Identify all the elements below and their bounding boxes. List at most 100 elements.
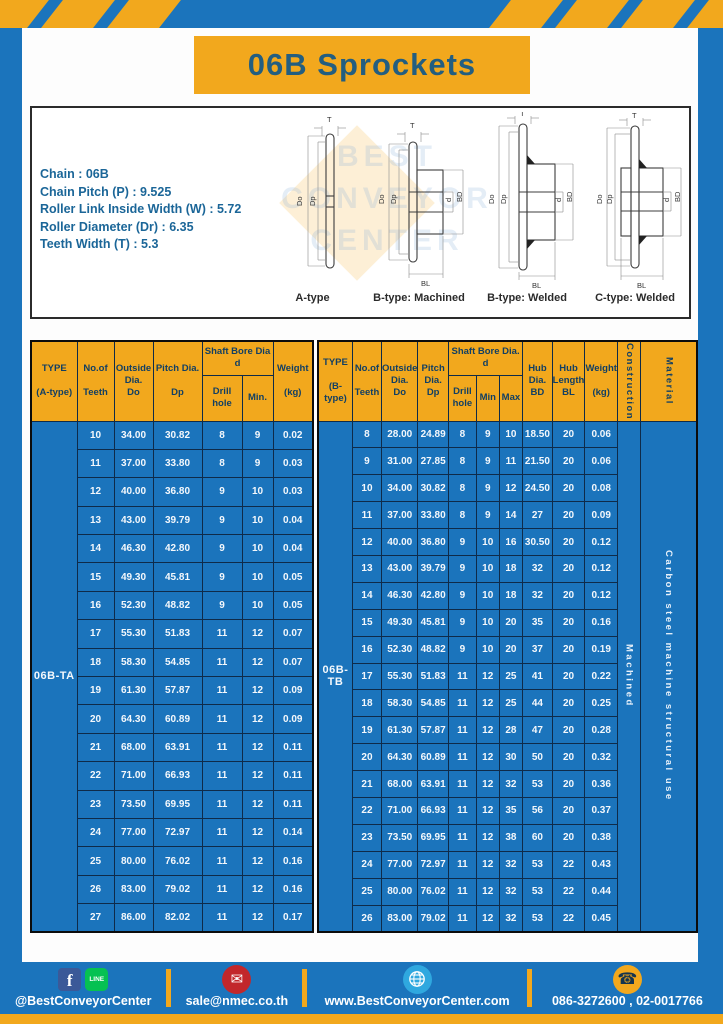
data-cell: 72.97 [417, 850, 449, 879]
data-cell: 64.30 [381, 743, 419, 772]
data-cell: 11 [201, 619, 243, 649]
data-cell: 39.79 [417, 554, 449, 583]
diagram-b-machined: T Do Dp d BD BL B-typ [365, 108, 473, 317]
data-cell: 10 [475, 581, 500, 610]
data-cell: 56 [522, 796, 553, 825]
data-cell: 20 [76, 704, 115, 734]
data-cell: 11 [447, 850, 477, 879]
data-cell: 25 [498, 662, 524, 691]
data-cell: 0.07 [272, 619, 314, 649]
footer-divider [166, 969, 172, 1007]
data-cell: 18 [498, 581, 524, 610]
data-cell: 0.03 [272, 477, 314, 507]
line-icon: LINE [85, 967, 109, 991]
data-cell: 11 [201, 732, 243, 763]
table-row: 21 68.00 63.91 11 12 32 53 20 0.36 [318, 770, 697, 798]
data-cell: 42.80 [417, 581, 449, 610]
data-cell: 12 [76, 477, 115, 507]
data-cell: 24 [351, 850, 383, 879]
data-cell: 20 [551, 770, 586, 798]
data-cell: 9 [447, 581, 477, 610]
email-address: sale@nmec.co.th [185, 994, 289, 1008]
table-row: 13 43.00 39.79 9 10 18 32 20 0.12 [318, 554, 697, 583]
data-cell: 11 [201, 874, 243, 905]
sprocket-drawing-c-welded: T Do Dp d BD [595, 112, 682, 290]
data-cell: 20 [551, 635, 586, 664]
svg-text:Dp: Dp [389, 194, 398, 204]
data-cell: 43.00 [113, 505, 154, 536]
data-cell: 0.09 [584, 501, 618, 530]
data-cell: 18 [498, 554, 524, 583]
spec-line-roller-width: Roller Link Inside Width (W) : 5.72 [40, 202, 242, 216]
data-cell: 10 [498, 420, 524, 449]
data-cell: 37.00 [381, 501, 419, 530]
data-cell: 42.80 [152, 534, 203, 564]
col-type: TYPE (A-type) [30, 340, 78, 422]
data-cell: 48.82 [152, 590, 203, 621]
data-cell: 0.16 [272, 874, 314, 905]
data-cell: 0.22 [584, 662, 618, 691]
svg-text:T: T [520, 112, 525, 118]
data-cell: 0.38 [584, 823, 618, 852]
data-cell: 9 [201, 534, 243, 564]
data-cell: 20 [551, 581, 586, 610]
footer-phone-section: ☎ 086-3272600 , 02-0017766 [532, 962, 723, 1014]
data-cell: 28.00 [381, 420, 419, 449]
data-cell: 11 [201, 704, 243, 734]
data-cell: 18.50 [522, 420, 553, 449]
data-cell: 37 [522, 635, 553, 664]
data-cell: 61.30 [113, 676, 154, 706]
col-pitch: Pitch Dia. Dp [417, 340, 449, 422]
data-cell: 20 [551, 743, 586, 772]
table-row: 15 49.30 45.81 9 10 0.05 [31, 562, 314, 592]
data-cell: 36.80 [152, 477, 203, 507]
data-cell: 71.00 [381, 796, 419, 825]
data-cell: 20 [498, 635, 524, 664]
svg-text:Dp: Dp [499, 194, 508, 204]
sprocket-drawing-b-machined: T Do Dp d BD BL [377, 121, 464, 288]
table-row: 12 40.00 36.80 9 10 16 30.50 20 0.12 [318, 528, 697, 556]
col-hub-length: Hub Length BL [551, 340, 586, 422]
col-shaft-bore: Shaft Bore Dia d [201, 340, 274, 376]
footer-email-section: ✉ sale@nmec.co.th [171, 962, 302, 1014]
data-cell: 15 [351, 608, 383, 637]
data-cell: 46.30 [113, 534, 154, 564]
data-cell: 64.30 [113, 704, 154, 734]
data-cell: 21.50 [522, 447, 553, 476]
data-cell: 52.30 [381, 635, 419, 664]
data-cell: 0.43 [584, 850, 618, 879]
data-cell: 9 [447, 554, 477, 583]
phone-icon: ☎ [612, 964, 642, 994]
data-cell: 19 [351, 716, 383, 745]
material-cell: Carbon steel machine structural use [639, 420, 698, 933]
diagram-label-a: A-type [295, 292, 330, 304]
svg-text:Do: Do [595, 194, 604, 204]
data-cell: 43.00 [381, 554, 419, 583]
diagram-label-c-welded: C-type: Welded [595, 292, 675, 304]
data-cell: 34.00 [113, 420, 154, 450]
data-cell: 25 [76, 846, 115, 876]
col-drill-hole: Drill hole [201, 374, 243, 422]
col-weight: Weight (kg) [272, 340, 314, 422]
data-cell: 10 [475, 608, 500, 637]
sprocket-drawing-b-welded: T Do Dp d BD BL [487, 112, 574, 290]
table-row: 26 83.00 79.02 11 12 0.16 [31, 874, 314, 905]
data-cell: 11 [201, 903, 243, 933]
data-cell: 12 [475, 904, 500, 933]
data-cell: 20 [551, 608, 586, 637]
svg-text:d: d [554, 198, 563, 202]
data-cell: 10 [475, 635, 500, 664]
col-weight: Weight (kg) [584, 340, 618, 422]
data-cell: 69.95 [152, 789, 203, 819]
svg-text:BD: BD [455, 191, 464, 202]
data-cell: 12 [241, 676, 274, 706]
data-cell: 32 [498, 850, 524, 879]
stripe-decoration [37, 0, 119, 28]
table-row: 22 71.00 66.93 11 12 0.11 [31, 761, 314, 791]
data-cell: 12 [475, 662, 500, 691]
data-cell: 54.85 [417, 689, 449, 718]
table-row: 12 40.00 36.80 9 10 0.03 [31, 477, 314, 507]
data-cell: 10 [351, 474, 383, 503]
data-cell: 0.45 [584, 904, 618, 933]
data-cell: 66.93 [152, 761, 203, 791]
